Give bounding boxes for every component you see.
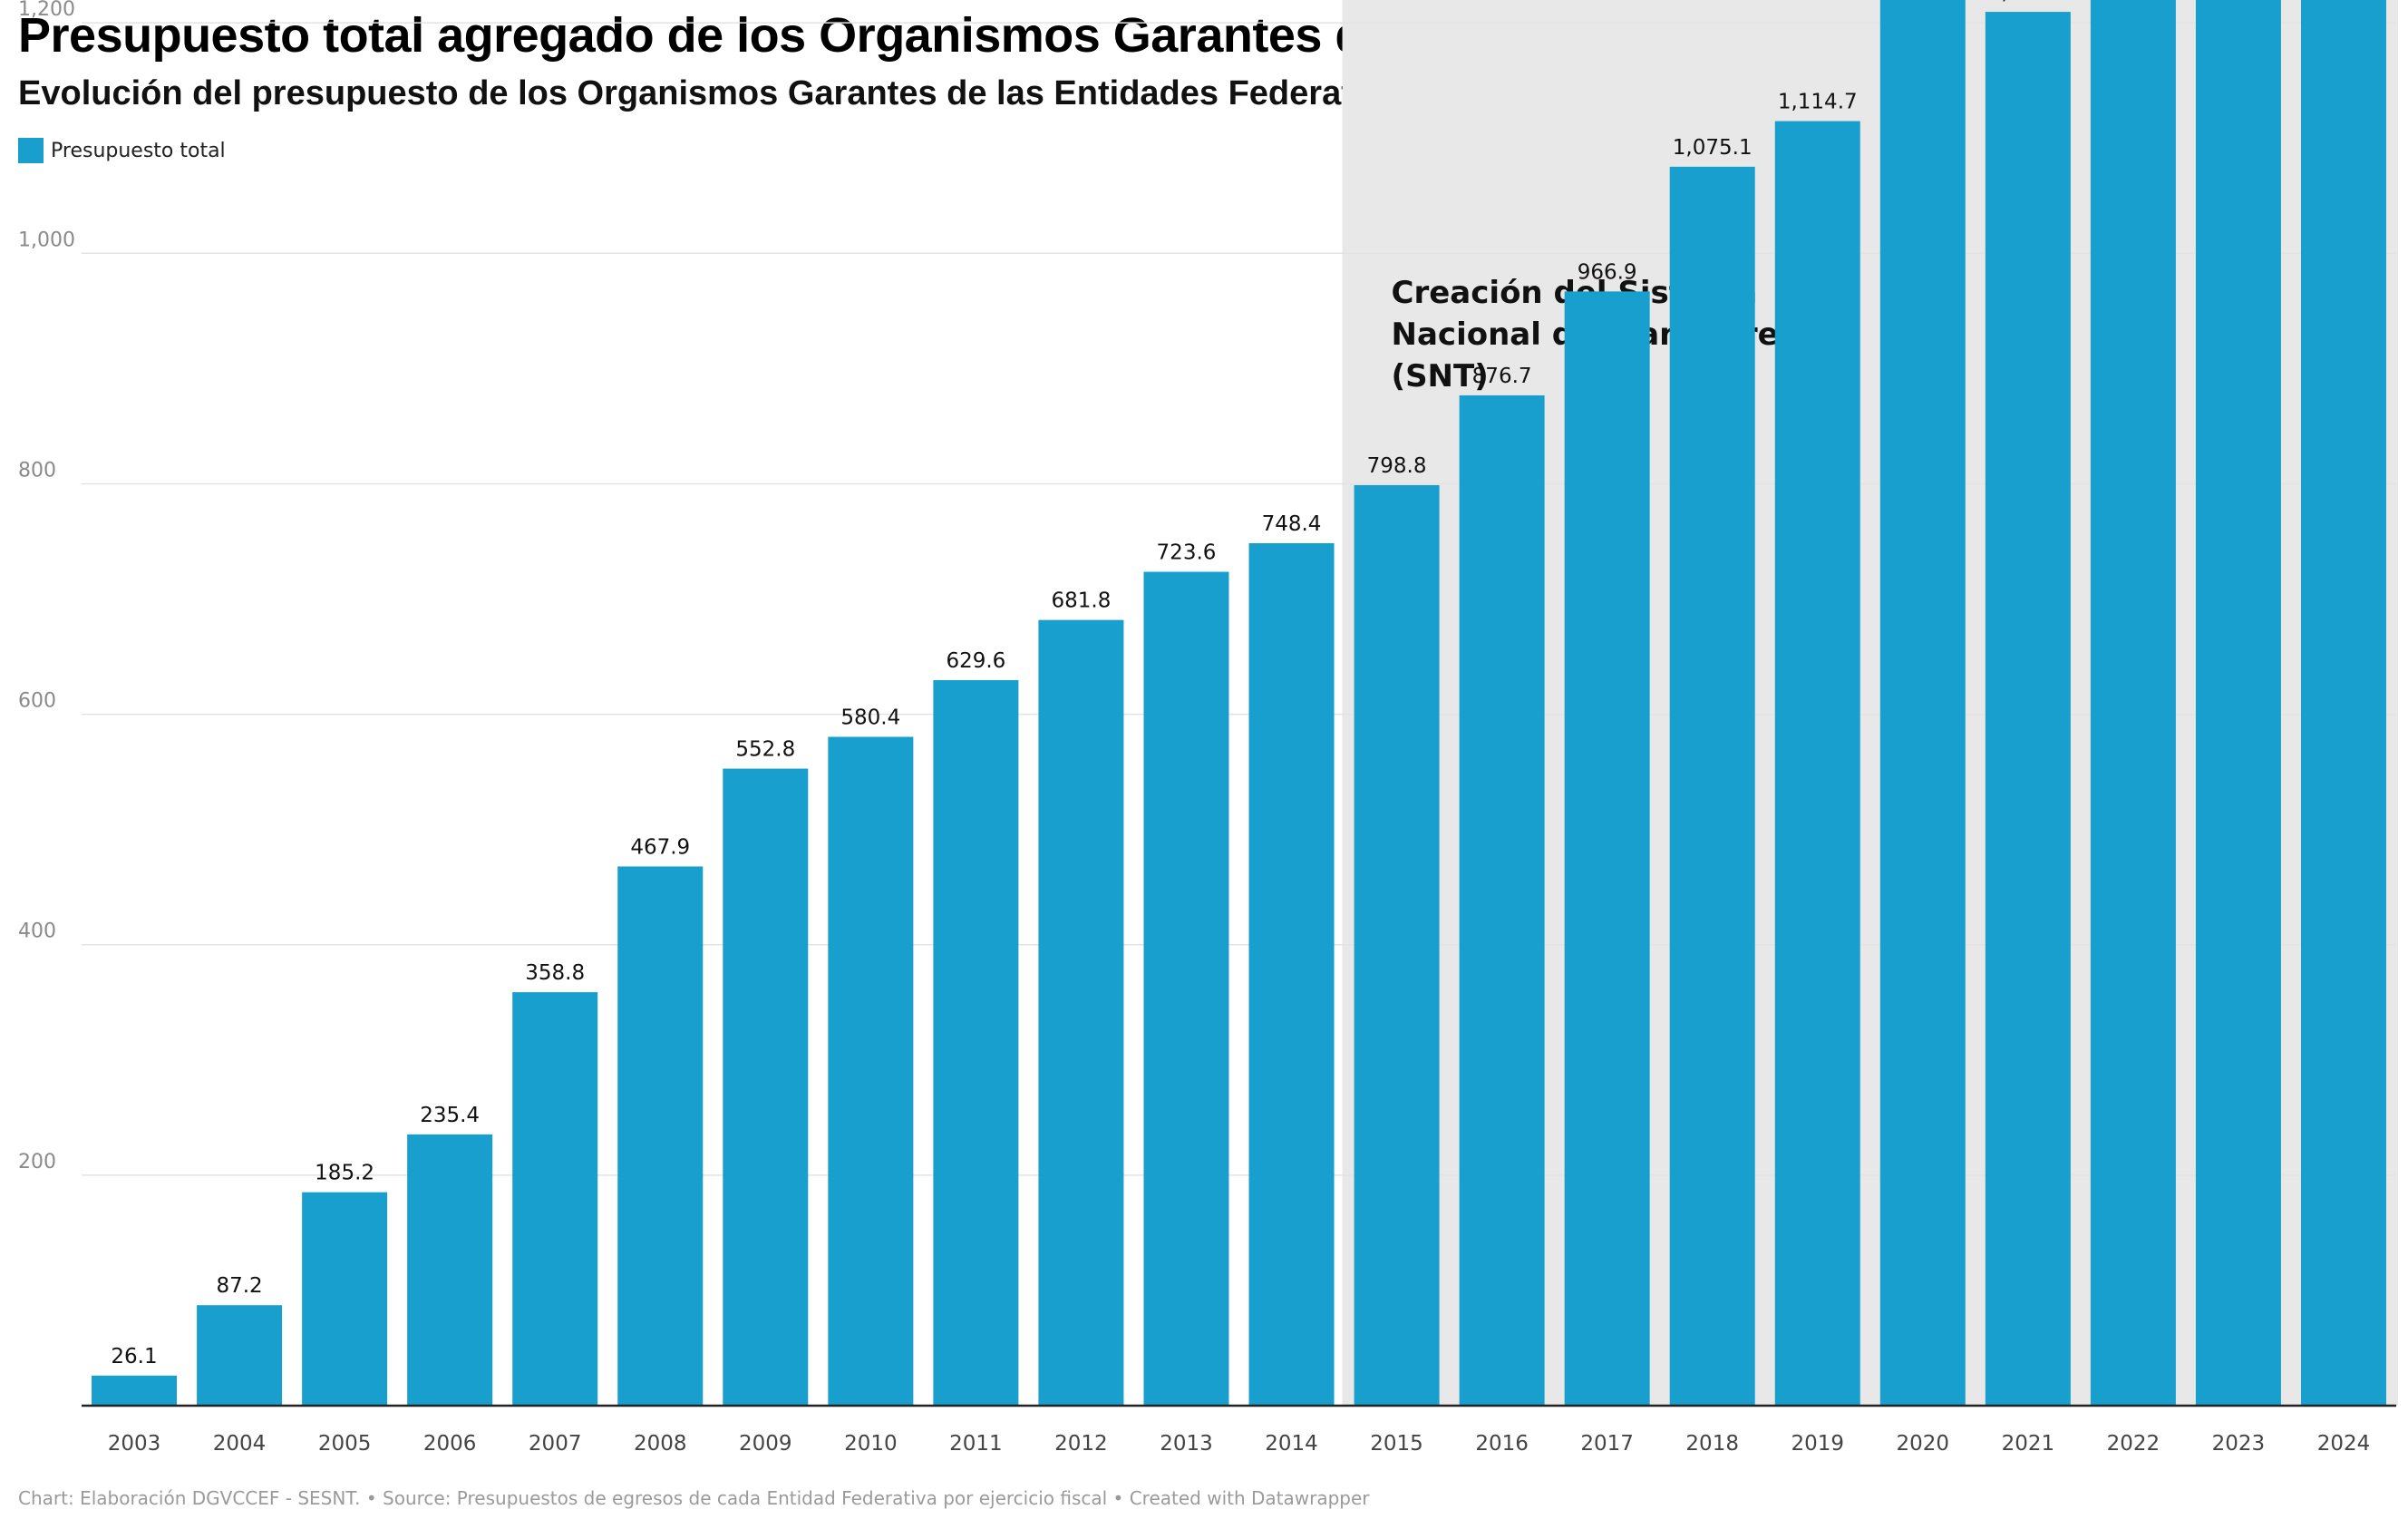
bar-value-label: 723.6	[1157, 541, 1217, 565]
bar	[92, 1375, 178, 1406]
bar-value-label: 966.9	[1578, 260, 1637, 284]
y-tick-label: 600	[18, 690, 56, 713]
x-tick-label: 2013	[1160, 1432, 1213, 1456]
bar	[1774, 121, 1860, 1407]
x-tick-label: 2017	[1580, 1432, 1634, 1456]
bars-layer	[92, 0, 2386, 1407]
bar-value-label: 358.8	[525, 961, 585, 985]
bar-value-label: 580.4	[840, 706, 900, 729]
bar	[933, 679, 1019, 1406]
bar	[1564, 291, 1650, 1407]
bar	[512, 992, 598, 1406]
x-tick-label: 2021	[2002, 1432, 2055, 1456]
annotation-text-line: (SNT)	[1392, 358, 1489, 394]
bar	[2300, 0, 2386, 1407]
bar	[197, 1305, 283, 1406]
y-tick-label: 200	[18, 1151, 56, 1174]
bar-value-label: 1,075.1	[1673, 136, 1753, 160]
bar-value-label: 681.8	[1052, 589, 1112, 613]
x-tick-label: 2005	[318, 1432, 372, 1456]
x-tick-label: 2006	[423, 1432, 477, 1456]
x-tick-label: 2007	[529, 1432, 582, 1456]
x-tick-label: 2018	[1685, 1432, 1739, 1456]
x-tick-label: 2004	[213, 1432, 267, 1456]
x-tick-label: 2016	[1475, 1432, 1529, 1456]
x-tick-label: 2019	[1791, 1432, 1844, 1456]
bar-value-label: 26.1	[111, 1345, 157, 1368]
x-tick-label: 2022	[2107, 1432, 2160, 1456]
bar	[1248, 543, 1335, 1406]
y-tick-label: 400	[18, 920, 56, 943]
y-tick-label: 1,000	[18, 229, 75, 251]
bar	[1669, 166, 1755, 1406]
x-tick-label: 2015	[1370, 1432, 1423, 1456]
x-tick-label: 2009	[739, 1432, 792, 1456]
x-tick-label: 2024	[2317, 1432, 2371, 1456]
x-tick-label: 2020	[1897, 1432, 1950, 1456]
bar-value-label: 748.4	[1262, 512, 1322, 536]
bar-value-label: 798.8	[1367, 454, 1427, 478]
bar	[1354, 484, 1440, 1406]
bar-value-label: 1,209.5	[1988, 0, 2068, 5]
bar	[1985, 12, 2071, 1406]
legend-swatch	[18, 138, 44, 163]
bar	[828, 736, 914, 1406]
bar-value-label: 876.7	[1472, 365, 1532, 388]
bar-value-label: 235.4	[420, 1104, 480, 1127]
bar-value-label: 87.2	[216, 1274, 262, 1298]
bar-value-label: 467.9	[630, 835, 690, 859]
labels-layer: 26.1 2003 87.2 2004 185.2 2005 235.4 2006 358.8 2…	[82, 0, 2396, 1456]
x-tick-label: 2003	[108, 1432, 161, 1456]
bar-value-label: 1,114.7	[1778, 91, 1858, 114]
x-tick-label: 2010	[844, 1432, 898, 1456]
bar	[1038, 619, 1124, 1406]
x-tick-label: 2023	[2212, 1432, 2266, 1456]
footer-credits: Chart: Elaboración DGVCCEF - SESNT. • So…	[18, 1487, 1370, 1509]
bar-value-label: 185.2	[315, 1162, 374, 1185]
bar	[2090, 0, 2176, 1407]
bar	[1459, 394, 1545, 1406]
bar	[617, 866, 704, 1406]
bar	[723, 768, 809, 1406]
bar	[1143, 571, 1229, 1406]
bar	[2195, 0, 2281, 1406]
bar-value-label: 629.6	[946, 649, 1005, 673]
x-tick-label: 2011	[949, 1432, 1003, 1456]
bar	[407, 1134, 493, 1406]
bar	[302, 1192, 388, 1406]
bar-value-label: 552.8	[735, 738, 795, 762]
legend: Presupuesto total	[18, 138, 226, 163]
legend-label: Presupuesto total	[51, 139, 226, 162]
x-tick-label: 2012	[1054, 1432, 1108, 1456]
x-tick-label: 2014	[1265, 1432, 1318, 1456]
x-tick-label: 2008	[634, 1432, 687, 1456]
bar	[1879, 0, 1966, 1407]
y-tick-label: 1,200	[18, 0, 75, 21]
y-tick-label: 800	[18, 459, 56, 482]
